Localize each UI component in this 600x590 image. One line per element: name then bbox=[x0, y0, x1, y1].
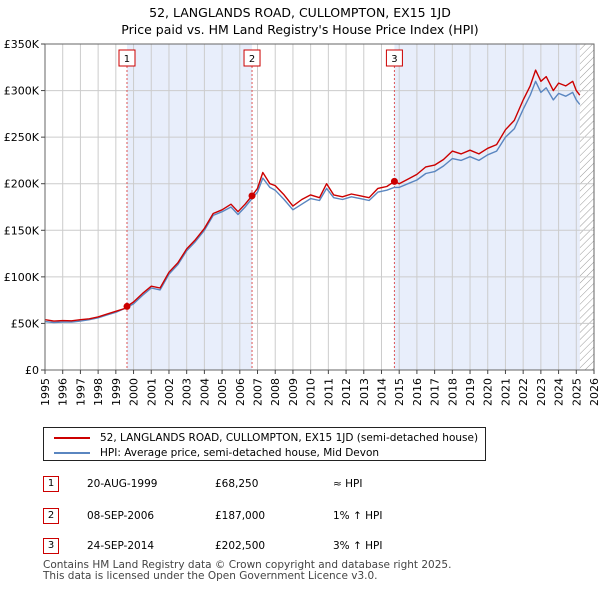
transaction-price: £202,500 bbox=[215, 540, 266, 552]
hpi-series-line bbox=[44, 80, 581, 324]
x-tick-label: 2017 bbox=[429, 378, 442, 406]
transaction-number-badge: 2 bbox=[43, 508, 59, 524]
transaction-hpi-comparison: 1% ↑ HPI bbox=[333, 510, 383, 522]
x-tick-label: 2024 bbox=[553, 378, 566, 406]
sale-point-3 bbox=[390, 177, 398, 185]
transaction-date: 24-SEP-2014 bbox=[87, 540, 155, 552]
plot-border bbox=[44, 43, 595, 371]
x-tick-label: 2025 bbox=[570, 378, 583, 406]
footer-licence: This data is licensed under the Open Gov… bbox=[43, 570, 378, 582]
owned-period-shade-2 bbox=[394, 44, 580, 370]
x-tick-label: 2022 bbox=[517, 378, 530, 406]
legend-property-swatch bbox=[54, 437, 90, 439]
y-tick-label: £250K bbox=[4, 131, 40, 144]
x-tick-label: 2020 bbox=[482, 378, 495, 406]
transaction-date: 08-SEP-2006 bbox=[87, 510, 155, 522]
property-series-line bbox=[44, 69, 581, 322]
footer: Contains HM Land Registry data © Crown c… bbox=[43, 560, 451, 582]
x-tick-label: 2015 bbox=[393, 378, 406, 406]
x-tick-label: 2018 bbox=[446, 378, 459, 406]
price-chart: 1 2 3 £0 £50K £100K £150K £200K £250K £300K £350K… bbox=[4, 38, 600, 406]
x-tick-label: 2013 bbox=[358, 378, 371, 406]
sale-marker-label-2: 2 bbox=[249, 54, 255, 65]
x-tick-label: 1997 bbox=[74, 378, 87, 406]
y-tick-label: £0 bbox=[25, 364, 39, 377]
transaction-date: 20-AUG-1999 bbox=[87, 478, 158, 490]
x-tick-label: 2019 bbox=[464, 378, 477, 406]
x-tick-label: 2021 bbox=[499, 378, 512, 406]
y-tick-label: £150K bbox=[4, 224, 40, 237]
y-tick-label: £100K bbox=[4, 271, 40, 284]
title-line-1: 52, LANGLANDS ROAD, CULLOMPTON, EX15 1JD bbox=[149, 5, 451, 20]
y-tick-label: £50K bbox=[11, 317, 40, 330]
x-tick-label: 2009 bbox=[287, 378, 300, 406]
x-tick-label: 2006 bbox=[234, 378, 247, 406]
legend-hpi-swatch bbox=[54, 452, 90, 454]
x-tick-label: 2007 bbox=[252, 378, 265, 406]
x-tick-label: 2008 bbox=[269, 378, 282, 406]
transaction-hpi-comparison: ≈ HPI bbox=[333, 478, 363, 490]
x-tick-label: 2010 bbox=[305, 378, 318, 406]
x-tick-label: 2026 bbox=[588, 378, 600, 406]
x-tick-label: 2000 bbox=[128, 378, 141, 406]
x-tick-label: 1996 bbox=[57, 378, 70, 406]
sale-point-1 bbox=[123, 302, 131, 310]
transaction-number-badge: 3 bbox=[43, 538, 59, 554]
x-tick-label: 1995 bbox=[39, 378, 52, 406]
x-tick-label: 1998 bbox=[92, 378, 105, 406]
transaction-price: £68,250 bbox=[215, 478, 259, 490]
sale-marker-label-3: 3 bbox=[391, 54, 397, 65]
x-tick-label: 2014 bbox=[375, 378, 388, 406]
x-tick-label: 2003 bbox=[181, 378, 194, 406]
table-row: 3 24-SEP-2014 £202,500 3% ↑ HPI bbox=[43, 536, 463, 556]
x-tick-label: 2002 bbox=[163, 378, 176, 406]
x-tick-label: 2004 bbox=[198, 378, 211, 406]
x-tick-label: 2016 bbox=[411, 378, 424, 406]
legend: 52, LANGLANDS ROAD, CULLOMPTON, EX15 1JD… bbox=[43, 427, 486, 461]
x-tick-label: 2001 bbox=[145, 378, 158, 406]
table-row: 1 20-AUG-1999 £68,250 ≈ HPI bbox=[43, 474, 463, 494]
y-tick-label: £350K bbox=[4, 38, 40, 51]
x-tick-label: 2012 bbox=[340, 378, 353, 406]
legend-property-label: 52, LANGLANDS ROAD, CULLOMPTON, EX15 1JD… bbox=[100, 432, 479, 444]
sale-marker-box-3 bbox=[385, 49, 403, 67]
transaction-number-badge: 1 bbox=[43, 476, 59, 492]
x-tick-label: 2011 bbox=[322, 378, 335, 406]
transaction-hpi-comparison: 3% ↑ HPI bbox=[333, 540, 383, 552]
y-tick-label: £300K bbox=[4, 85, 40, 98]
chart-title: 52, LANGLANDS ROAD, CULLOMPTON, EX15 1JD… bbox=[0, 4, 600, 38]
y-tick-label: £200K bbox=[4, 178, 40, 191]
x-tick-label: 1999 bbox=[110, 378, 123, 406]
forecast-hatch bbox=[579, 44, 594, 370]
x-tick-label: 2023 bbox=[535, 378, 548, 406]
footer-copyright: Contains HM Land Registry data © Crown c… bbox=[43, 559, 452, 571]
sale-marker-label-1: 1 bbox=[124, 54, 130, 65]
legend-hpi-label: HPI: Average price, semi-detached house,… bbox=[100, 447, 380, 459]
sale-marker-box-1 bbox=[118, 49, 136, 67]
table-row: 2 08-SEP-2006 £187,000 1% ↑ HPI bbox=[43, 506, 463, 526]
transaction-price: £187,000 bbox=[215, 510, 266, 522]
x-tick-label: 2005 bbox=[216, 378, 229, 406]
sale-marker-box-2 bbox=[243, 49, 261, 67]
title-line-2: Price paid vs. HM Land Registry's House … bbox=[121, 22, 479, 37]
sale-point-2 bbox=[248, 192, 256, 200]
